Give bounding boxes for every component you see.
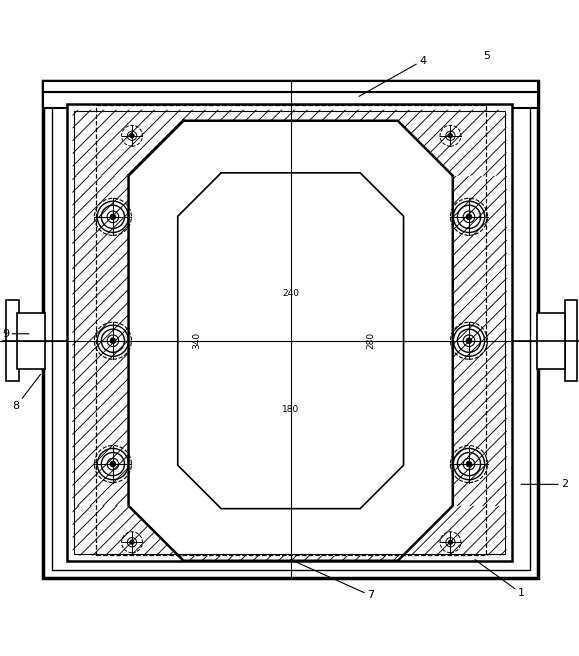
Text: 5: 5: [483, 51, 490, 61]
Circle shape: [130, 133, 134, 138]
Circle shape: [448, 133, 453, 138]
Text: 1: 1: [475, 560, 525, 598]
Text: 340: 340: [192, 332, 201, 349]
Bar: [43, 81, 538, 92]
Text: 180: 180: [282, 405, 299, 413]
Bar: [17, 313, 45, 369]
Bar: [74, 112, 505, 554]
Text: 280: 280: [366, 332, 375, 349]
Bar: [565, 300, 577, 381]
Bar: [43, 81, 538, 578]
Circle shape: [466, 214, 472, 220]
Bar: [6, 300, 19, 381]
Bar: [96, 104, 486, 555]
Circle shape: [110, 214, 116, 220]
Bar: [67, 104, 512, 562]
Text: 7: 7: [291, 560, 374, 600]
Bar: [537, 313, 565, 369]
Bar: [52, 89, 530, 570]
Circle shape: [130, 540, 134, 544]
Text: 2: 2: [521, 480, 568, 489]
Bar: [43, 92, 538, 108]
Text: 4: 4: [359, 56, 426, 96]
Circle shape: [466, 461, 472, 467]
Circle shape: [110, 461, 116, 467]
Circle shape: [466, 338, 472, 344]
Text: 8: 8: [13, 375, 41, 411]
Text: 9: 9: [2, 329, 29, 338]
Circle shape: [110, 338, 116, 344]
Text: 240: 240: [282, 289, 299, 298]
Circle shape: [448, 540, 453, 544]
